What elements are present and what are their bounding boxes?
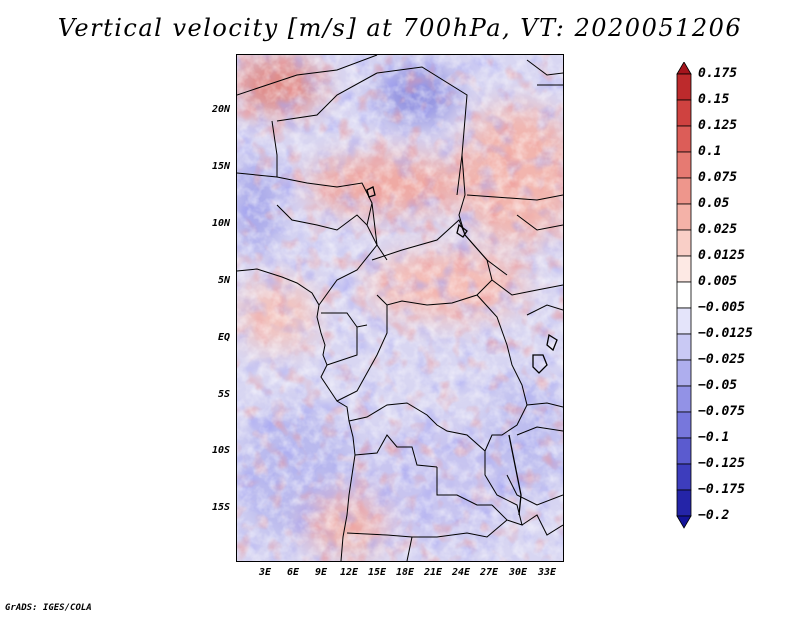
colorbar-segment [676, 255, 692, 283]
colorbar-segment [676, 359, 692, 387]
map-svg [237, 55, 563, 561]
colorbar-segment [676, 125, 692, 153]
colorbar-segment [676, 229, 692, 257]
lat-label-15n: 15N [211, 161, 230, 172]
lon-label-15e: 15E [367, 567, 387, 578]
colorbar-segment [676, 411, 692, 439]
lat-label-eq: EQ [217, 332, 230, 343]
lon-label-24e: 24E [451, 567, 471, 578]
colorbar-segment [676, 281, 692, 309]
lon-label-3e: 3E [258, 567, 272, 578]
colorbar-label: 0.025 [698, 222, 738, 237]
colorbar-label: −0.2 [698, 508, 730, 523]
field-white-speckle [237, 55, 563, 561]
lon-label-33e: 33E [537, 567, 557, 578]
colorbar-label: 0.175 [698, 66, 738, 81]
map-panel [236, 54, 564, 562]
plot-title: Vertical velocity [m/s] at 700hPa, VT: 2… [57, 14, 743, 42]
colorbar-label: −0.0125 [698, 326, 753, 341]
colorbar-top-arrow [676, 62, 692, 75]
colorbar-label: −0.1 [698, 430, 730, 445]
colorbar-label: 0.1 [698, 144, 722, 159]
colorbar-bottom-arrow [676, 515, 692, 529]
colorbar-segment [676, 307, 692, 335]
lon-label-30e: 30E [508, 567, 528, 578]
lakes [366, 186, 558, 516]
lon-label-12e: 12E [339, 567, 359, 578]
lon-label-21e: 21E [423, 567, 443, 578]
colorbar-segment [676, 385, 692, 413]
colorbar-segment [676, 437, 692, 465]
colorbar-label: −0.075 [698, 404, 745, 419]
lat-label-20n: 20N [211, 104, 230, 115]
lat-label-10n: 10N [211, 218, 230, 229]
colorbar-label: −0.175 [698, 482, 745, 497]
colorbar-segment [676, 333, 692, 361]
colorbar-label: 0.075 [698, 170, 738, 185]
colorbar [676, 62, 692, 529]
country-borders [237, 55, 563, 561]
colorbar-label: 0.005 [698, 274, 738, 289]
footer-credit: GrADS: IGES/COLA [5, 603, 92, 613]
colorbar-segment [676, 203, 692, 231]
lat-label-5n: 5N [217, 275, 230, 286]
colorbar-label: 0.125 [698, 118, 738, 133]
colorbar-label: 0.0125 [698, 248, 745, 263]
lon-label-6e: 6E [286, 567, 300, 578]
colorbar-segment [676, 73, 692, 101]
colorbar-segment [676, 151, 692, 179]
colorbar-label: −0.025 [698, 352, 745, 367]
colorbar-segment [676, 489, 692, 517]
lon-label-27e: 27E [479, 567, 499, 578]
lat-label-15s: 15S [211, 502, 230, 513]
lat-label-10s: 10S [211, 445, 230, 456]
colorbar-segment [676, 463, 692, 491]
colorbar-label: −0.005 [698, 300, 745, 315]
colorbar-label: −0.125 [698, 456, 745, 471]
colorbar-label: 0.05 [698, 196, 730, 211]
colorbar-segment [676, 177, 692, 205]
lon-label-18e: 18E [395, 567, 415, 578]
colorbar-segment [676, 99, 692, 127]
colorbar-label: 0.15 [698, 92, 730, 107]
lat-label-5s: 5S [217, 389, 230, 400]
lon-label-9e: 9E [314, 567, 328, 578]
colorbar-label: −0.05 [698, 378, 738, 393]
